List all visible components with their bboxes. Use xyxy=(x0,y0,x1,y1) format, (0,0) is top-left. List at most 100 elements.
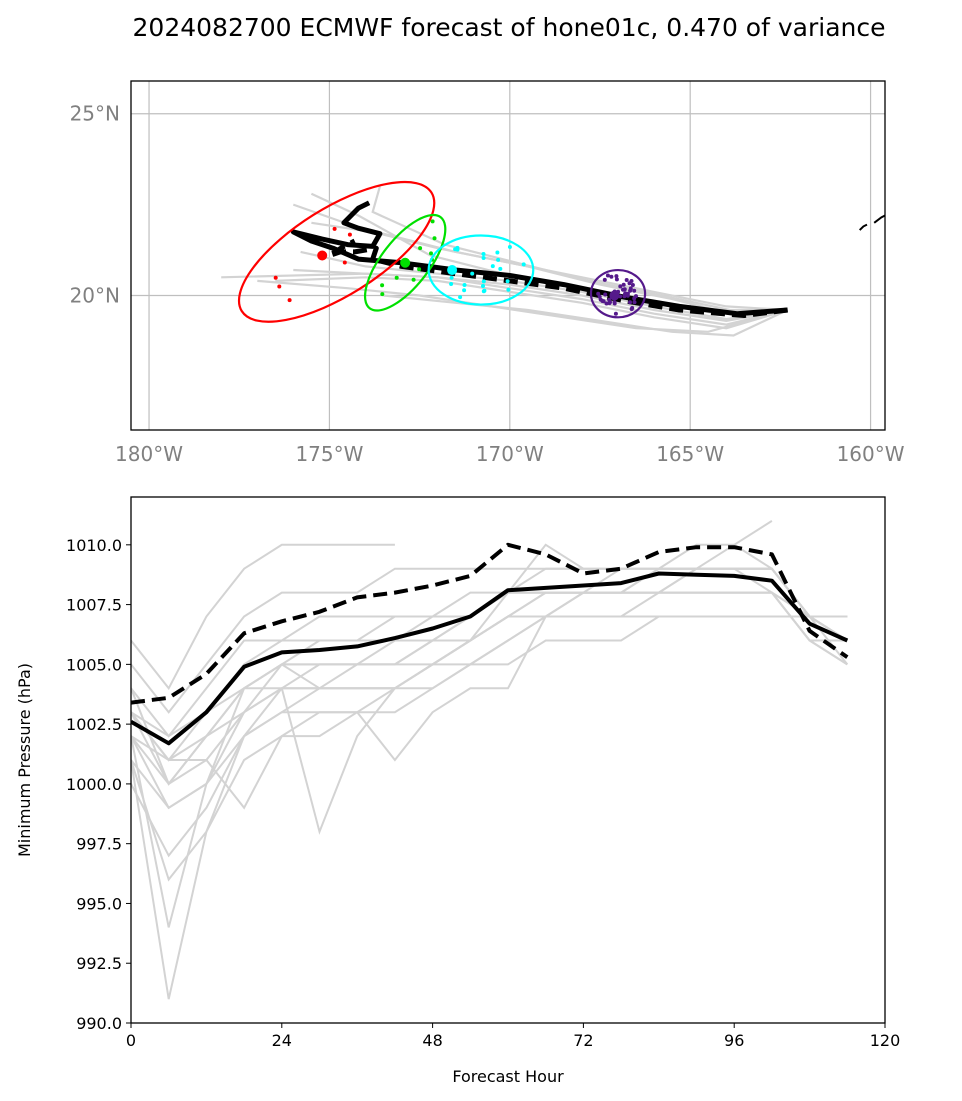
member-position-dot xyxy=(624,278,629,282)
pressure-content xyxy=(131,520,849,1000)
member-position-dot xyxy=(632,288,637,293)
member-position-dot xyxy=(604,301,609,306)
y-tick-label: 990.0 xyxy=(76,1014,122,1033)
lon-tick-label: 180°W xyxy=(115,442,183,466)
uncertainty-ellipse xyxy=(589,268,647,319)
member-position-dot xyxy=(417,267,422,272)
member-position-dot xyxy=(430,219,435,224)
member-position-dot xyxy=(625,291,630,296)
member-position-dot xyxy=(613,311,618,316)
mean-position-dot xyxy=(400,257,411,268)
member-position-dot xyxy=(630,306,635,310)
member-position-dot xyxy=(632,296,637,301)
lat-tick-label: 25°N xyxy=(70,102,120,126)
member-position-dot xyxy=(602,277,607,282)
y-tick-label: 1007.5 xyxy=(66,596,122,615)
member-position-dot xyxy=(618,284,623,289)
member-position-dot xyxy=(380,292,385,297)
y-tick-label: 1005.0 xyxy=(66,655,122,674)
uncertainty-ellipse xyxy=(427,234,535,306)
pressure-panel: 0 24 48 72 96 120 990.0 992.5 995.0 997.5 1000.0 10… xyxy=(15,496,900,1086)
ensemble-pressure-line xyxy=(131,543,395,691)
uncertainty-ellipse xyxy=(237,180,436,323)
lon-tick-label: 170°W xyxy=(476,442,544,466)
member-position-dot xyxy=(287,298,292,303)
member-position-dot xyxy=(597,294,602,299)
member-position-dot xyxy=(481,279,486,284)
member-position-dot xyxy=(481,289,486,294)
ensemble-pressure-line xyxy=(131,591,849,810)
y-tick-label: 997.5 xyxy=(76,835,122,854)
member-position-dot xyxy=(621,282,626,287)
member-position-dot xyxy=(632,300,637,305)
member-position-dot xyxy=(432,236,437,241)
member-position-dot xyxy=(622,294,627,299)
ensemble-track xyxy=(221,272,788,326)
y-axis-label: Minimum Pressure (hPa) xyxy=(15,663,34,857)
island-coastline xyxy=(858,223,868,231)
member-position-dot xyxy=(418,246,423,251)
dashed-track xyxy=(326,238,788,318)
member-position-dot xyxy=(332,226,337,231)
mean-position-dot xyxy=(609,290,620,301)
figure-title: 2024082700 ECMWF forecast of hone01c, 0.… xyxy=(133,13,886,42)
member-position-dot xyxy=(507,245,512,249)
member-position-dot xyxy=(496,257,501,262)
member-position-dot xyxy=(462,283,467,287)
pressure-tick-labels: 0 24 48 72 96 120 990.0 992.5 995.0 997.5 1000.0 10… xyxy=(66,536,900,1050)
y-tick-label: 1000.0 xyxy=(66,775,122,794)
ensemble-pressure-line xyxy=(131,615,848,761)
member-position-dot xyxy=(596,291,601,296)
member-position-dot xyxy=(495,250,500,255)
member-position-dot xyxy=(609,274,614,279)
map-tick-labels: 180°W 175°W 170°W 165°W 160°W 20°N 25°N xyxy=(70,102,905,466)
lat-tick-label: 20°N xyxy=(70,283,120,307)
member-position-dot xyxy=(429,251,433,256)
y-tick-label: 992.5 xyxy=(76,954,122,973)
x-tick-label: 120 xyxy=(870,1031,901,1050)
member-position-dot xyxy=(481,284,485,288)
member-position-dot xyxy=(342,260,347,265)
x-tick-label: 24 xyxy=(272,1031,292,1050)
member-position-dot xyxy=(481,256,486,260)
member-position-dot xyxy=(600,299,605,303)
member-position-dot xyxy=(614,277,619,282)
member-position-dot xyxy=(458,295,463,300)
lon-tick-label: 175°W xyxy=(295,442,363,466)
member-position-dot xyxy=(628,286,633,291)
x-tick-label: 96 xyxy=(724,1031,744,1050)
solid-pressure-line xyxy=(131,571,849,746)
pressure-frame xyxy=(130,496,886,1024)
member-position-dot xyxy=(622,287,627,292)
member-position-dot xyxy=(612,300,617,305)
ensemble-track xyxy=(371,186,788,312)
member-position-dot xyxy=(608,300,612,305)
lon-tick-label: 165°W xyxy=(656,442,724,466)
member-position-dot xyxy=(490,264,495,269)
member-position-dot xyxy=(449,282,454,286)
member-position-dot xyxy=(394,275,399,280)
map-grid xyxy=(131,81,885,430)
uncertainty-ellipse xyxy=(363,213,447,312)
y-tick-label: 995.0 xyxy=(76,894,122,913)
member-position-dot xyxy=(628,300,632,305)
member-position-dot xyxy=(470,271,475,276)
member-position-dot xyxy=(449,275,454,280)
map-frame xyxy=(130,80,886,431)
member-position-dot xyxy=(453,247,458,252)
member-position-dot xyxy=(629,279,634,283)
member-position-dot xyxy=(605,273,610,278)
member-position-dot xyxy=(380,283,385,288)
member-position-dot xyxy=(273,275,278,280)
ensemble-track xyxy=(383,294,789,337)
member-position-dot xyxy=(506,287,511,292)
member-position-dot xyxy=(614,274,619,279)
lon-tick-label: 160°W xyxy=(837,442,905,466)
x-axis-label: Forecast Hour xyxy=(452,1067,564,1086)
member-position-dot xyxy=(347,232,352,237)
mean-position-dot xyxy=(317,250,328,261)
member-position-dot xyxy=(411,277,416,282)
y-tick-label: 1010.0 xyxy=(66,536,122,555)
island-coastline xyxy=(873,214,885,224)
